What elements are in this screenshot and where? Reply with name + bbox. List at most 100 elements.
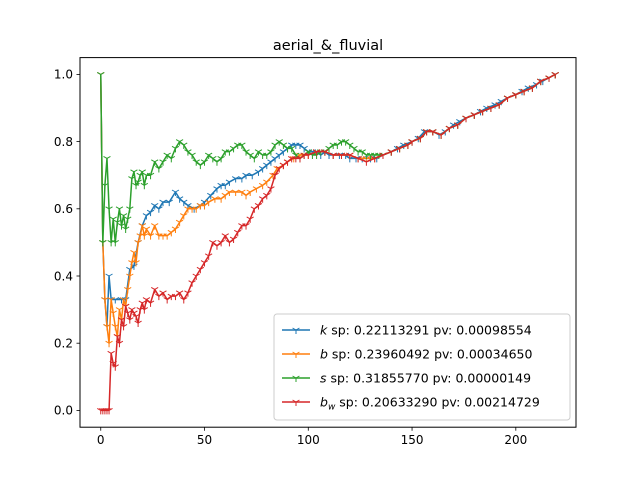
y-tick-label: 0.6: [54, 202, 73, 216]
data-point: [155, 166, 163, 173]
data-point: [275, 152, 283, 160]
data-point: [225, 179, 234, 186]
chart-title: aerial_&_fluvial: [273, 38, 383, 54]
legend-label: bw sp: 0.20633290 pv: 0.00214729: [320, 395, 540, 413]
data-point: [379, 152, 387, 160]
data-point: [134, 320, 142, 328]
data-point: [171, 189, 180, 196]
legend-entry: k sp: 0.22113291 pv: 0.00098554: [282, 323, 532, 338]
y-tick-label: 0.2: [54, 337, 73, 351]
data-point: [234, 229, 242, 237]
plot-frame: [79, 57, 577, 428]
data-point: [155, 206, 163, 213]
data-point: [138, 169, 146, 176]
data-point: [171, 226, 180, 233]
data-point: [296, 155, 304, 163]
data-point: [111, 239, 119, 247]
data-point: [99, 239, 107, 247]
data-point: [142, 297, 151, 304]
data-point: [180, 199, 188, 207]
data-point: [478, 108, 487, 116]
data-point: [238, 142, 246, 149]
data-point: [126, 317, 134, 324]
data-point: [225, 239, 234, 247]
data-point: [252, 186, 261, 193]
x-tick-label: 0: [97, 433, 105, 447]
data-point: [204, 199, 213, 207]
data-point: [115, 206, 124, 213]
data-point: [453, 122, 462, 129]
data-point: [520, 88, 528, 96]
data-point: [159, 290, 167, 297]
data-point: [105, 206, 113, 213]
data-point: [119, 323, 128, 331]
data-point: [124, 216, 132, 223]
data-point: [437, 132, 445, 139]
data-point: [279, 162, 288, 170]
data-point: [221, 182, 229, 190]
data-point: [155, 293, 163, 301]
y-tick-label: 0.8: [54, 135, 73, 149]
data-point: [171, 293, 180, 301]
data-point: [188, 280, 196, 287]
data-point: [150, 287, 159, 294]
data-point: [271, 172, 279, 180]
data-point: [528, 85, 537, 92]
data-point: [470, 112, 479, 119]
legend-entry: s sp: 0.31855770 pv: 0.00000149: [282, 371, 531, 386]
data-point: [204, 152, 213, 160]
data-point: [238, 176, 246, 183]
legend-marker: [292, 375, 300, 382]
data-point: [267, 159, 275, 166]
data-point: [487, 105, 495, 112]
data-point: [321, 149, 329, 156]
data-point: [117, 317, 126, 324]
data-point: [370, 155, 379, 163]
data-point: [101, 182, 109, 190]
data-point: [304, 152, 312, 160]
data-point: [126, 206, 134, 213]
data-point: [258, 182, 267, 190]
data-point: [103, 155, 111, 163]
data-point: [196, 162, 205, 170]
data-point: [105, 407, 113, 415]
data-point: [217, 239, 225, 247]
data-point: [267, 186, 275, 193]
data-point: [279, 149, 288, 156]
series-3: [97, 71, 559, 415]
data-point: [263, 192, 271, 200]
data-point: [263, 179, 271, 186]
data-point: [209, 155, 217, 163]
data-point: [115, 340, 124, 348]
legend-label: b sp: 0.23960492 pv: 0.00034650: [320, 347, 532, 362]
data-point: [545, 75, 553, 82]
data-point: [180, 297, 188, 304]
data-point: [238, 189, 246, 196]
x-tick-label: 50: [197, 433, 212, 447]
data-point: [142, 213, 151, 220]
data-point: [117, 223, 126, 230]
data-point: [140, 182, 149, 190]
data-point: [130, 169, 138, 176]
data-point: [124, 287, 132, 294]
data-point: [416, 135, 425, 143]
data-point: [200, 260, 209, 267]
data-point: [138, 300, 146, 307]
data-point: [254, 203, 263, 210]
data-point: [279, 142, 288, 149]
legend-label: s sp: 0.31855770 pv: 0.00000149: [320, 371, 531, 386]
data-point: [207, 192, 215, 200]
data-point: [387, 149, 396, 156]
data-point: [132, 313, 140, 321]
data-point: [254, 149, 263, 156]
data-point: [300, 145, 308, 153]
data-point: [312, 149, 321, 156]
data-point: [142, 226, 151, 233]
data-point: [163, 297, 171, 304]
data-point: [263, 162, 271, 170]
data-point: [275, 166, 283, 173]
legend-marker: [292, 327, 300, 334]
data-point: [204, 253, 213, 260]
data-point: [146, 172, 155, 180]
x-tick-label: 150: [401, 433, 424, 447]
